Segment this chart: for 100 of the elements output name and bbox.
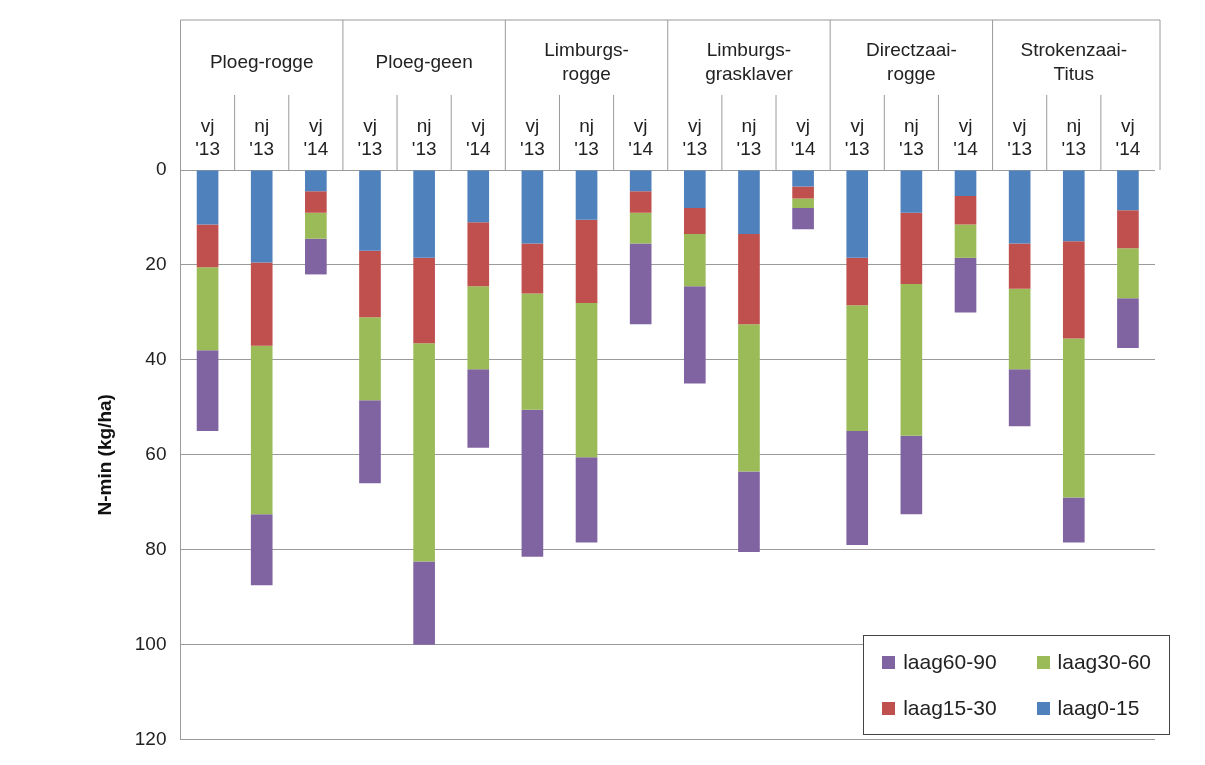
bar <box>792 186 814 199</box>
bar <box>521 170 544 244</box>
bar <box>1008 369 1031 427</box>
y-tick-label: 80 <box>145 537 167 559</box>
bar <box>629 170 652 192</box>
x-tick-label: nj '13 <box>249 114 275 160</box>
bar <box>1117 248 1139 299</box>
x-tick-label: vj '13 <box>195 114 220 160</box>
bar <box>1008 243 1031 289</box>
bar <box>575 302 598 458</box>
x-tick-label: nj '13 <box>411 114 437 160</box>
bar <box>629 191 652 213</box>
bar <box>467 170 490 223</box>
x-tick-label: vj '14 <box>303 114 329 160</box>
bar <box>413 561 435 645</box>
bar <box>1062 170 1085 242</box>
bar <box>250 170 273 263</box>
x-tick-label: vj '13 <box>520 114 545 160</box>
bar <box>792 207 814 230</box>
bar <box>359 400 381 484</box>
bar <box>359 170 381 251</box>
x-tick-label: nj '13 <box>574 114 599 160</box>
bar <box>359 317 381 401</box>
bar <box>792 198 814 208</box>
bar <box>413 170 435 258</box>
legend-label: laag30-60 <box>1057 650 1151 674</box>
x-tick-label: vj '14 <box>790 114 816 160</box>
y-tick-label: 40 <box>145 348 167 370</box>
x-tick-label: vj '13 <box>1007 114 1033 160</box>
bar <box>738 471 760 553</box>
bar <box>792 170 814 187</box>
bar <box>1117 210 1139 249</box>
text: Limburgs-grasklaver <box>705 38 794 84</box>
bar <box>846 170 869 258</box>
bar <box>738 324 760 472</box>
bar <box>683 207 706 235</box>
text: Strokenzaai-Titus <box>1020 38 1128 84</box>
bar <box>196 350 219 432</box>
bar <box>683 234 706 287</box>
bar <box>250 345 273 515</box>
bar <box>1117 298 1139 348</box>
x-tick-label: vj '14 <box>465 114 492 160</box>
x-tick-label: nj '13 <box>736 114 762 160</box>
bar <box>1062 497 1085 543</box>
bar <box>683 170 706 208</box>
y-tick-label: 20 <box>145 253 167 275</box>
bar <box>196 267 219 351</box>
x-tick-label: vj '13 <box>357 114 383 160</box>
bar <box>359 250 381 318</box>
bar <box>1062 338 1085 498</box>
bar <box>196 170 219 225</box>
bar <box>521 409 544 557</box>
bar <box>467 286 490 370</box>
text: Limburgs-rogge <box>544 38 629 84</box>
bar <box>629 243 652 325</box>
bar <box>954 170 977 197</box>
bar <box>467 222 490 287</box>
y-tick-label: 100 <box>134 632 167 654</box>
bar <box>521 293 544 410</box>
bar <box>1062 241 1085 339</box>
text: Ploeg-geen <box>375 50 473 72</box>
bar <box>305 212 327 239</box>
bar <box>954 257 977 313</box>
bar <box>900 212 923 284</box>
bar <box>305 191 327 213</box>
bar <box>521 243 544 294</box>
bar <box>413 257 435 344</box>
bar <box>575 457 598 543</box>
x-tick-label: nj '13 <box>898 114 924 160</box>
bar <box>954 224 977 258</box>
legend-label: laag0-15 <box>1057 696 1140 720</box>
bar <box>305 170 327 192</box>
bar <box>250 514 273 586</box>
bar <box>954 196 977 225</box>
bar <box>1008 170 1031 244</box>
bar <box>738 170 760 235</box>
bar <box>900 283 923 436</box>
bar <box>305 238 327 275</box>
bar <box>900 170 923 213</box>
x-tick-label: vj '14 <box>1115 114 1141 160</box>
bar <box>846 305 869 432</box>
bar <box>1117 170 1139 211</box>
bar <box>575 170 598 220</box>
bar <box>467 369 490 448</box>
y-tick-label: 0 <box>155 158 167 180</box>
text: Ploeg-rogge <box>209 50 314 72</box>
x-tick-label: vj '14 <box>953 114 979 160</box>
bar <box>575 219 598 303</box>
y-axis-title: N-min (kg/ha) <box>93 394 115 516</box>
bar <box>413 343 435 562</box>
y-tick-label: 60 <box>145 443 167 465</box>
legend-label: laag60-90 <box>903 650 997 674</box>
x-tick-label: vj '13 <box>844 114 870 160</box>
y-tick-label: 120 <box>134 727 167 749</box>
bar <box>900 435 923 515</box>
bar <box>683 286 706 384</box>
bar <box>196 224 219 268</box>
bar <box>846 257 869 306</box>
x-tick-label: vj '13 <box>682 114 708 160</box>
x-tick-label: nj '13 <box>1061 114 1087 160</box>
